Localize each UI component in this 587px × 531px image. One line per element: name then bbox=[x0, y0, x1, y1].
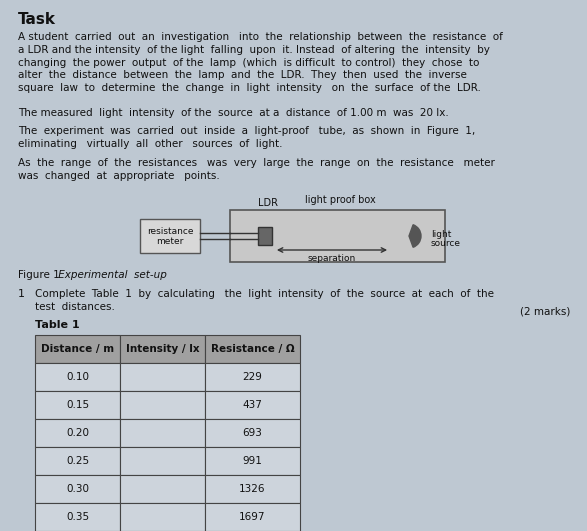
Text: 0.10: 0.10 bbox=[66, 372, 89, 382]
Bar bbox=[258, 227, 272, 245]
Bar bbox=[205, 475, 300, 503]
Text: Resistance / Ω: Resistance / Ω bbox=[211, 344, 294, 354]
Bar bbox=[120, 335, 205, 363]
Bar bbox=[205, 503, 300, 531]
Text: Figure 1: Figure 1 bbox=[18, 270, 60, 280]
Bar bbox=[205, 363, 300, 391]
Text: 1326: 1326 bbox=[239, 484, 266, 494]
Text: 0.15: 0.15 bbox=[66, 400, 89, 410]
Text: Complete  Table  1  by  calculating   the  light  intensity  of  the  source  at: Complete Table 1 by calculating the ligh… bbox=[35, 289, 494, 312]
Text: 0.20: 0.20 bbox=[66, 428, 89, 438]
Text: 991: 991 bbox=[242, 456, 262, 466]
Bar bbox=[205, 335, 300, 363]
Text: 1697: 1697 bbox=[239, 512, 266, 522]
Bar bbox=[35, 475, 120, 503]
Text: LDR: LDR bbox=[258, 198, 278, 208]
Text: The measured  light  intensity  of the  source  at a  distance  of 1.00 m  was  : The measured light intensity of the sour… bbox=[18, 108, 448, 118]
Bar bbox=[230, 210, 445, 262]
Bar bbox=[120, 475, 205, 503]
Text: 0.25: 0.25 bbox=[66, 456, 89, 466]
Text: As  the  range  of  the  resistances   was  very  large  the  range  on  the  re: As the range of the resistances was very… bbox=[18, 158, 495, 181]
Bar bbox=[35, 391, 120, 419]
Bar bbox=[120, 503, 205, 531]
Text: Intensity / lx: Intensity / lx bbox=[126, 344, 200, 354]
Text: source: source bbox=[431, 239, 461, 248]
Text: Experimental  set-up: Experimental set-up bbox=[55, 270, 167, 280]
Bar bbox=[205, 419, 300, 447]
Bar bbox=[205, 447, 300, 475]
Text: 437: 437 bbox=[242, 400, 262, 410]
Text: 693: 693 bbox=[242, 428, 262, 438]
Text: light proof box: light proof box bbox=[305, 195, 375, 205]
Bar bbox=[140, 219, 200, 253]
Text: 229: 229 bbox=[242, 372, 262, 382]
Text: A student  carried  out  an  investigation   into  the  relationship  between  t: A student carried out an investigation i… bbox=[18, 32, 503, 93]
Text: (2 marks): (2 marks) bbox=[519, 307, 570, 317]
Bar bbox=[35, 419, 120, 447]
Text: 0.30: 0.30 bbox=[66, 484, 89, 494]
Bar bbox=[35, 335, 120, 363]
Wedge shape bbox=[409, 225, 421, 247]
Bar bbox=[120, 447, 205, 475]
Text: 1: 1 bbox=[18, 289, 25, 299]
Bar bbox=[120, 419, 205, 447]
Bar bbox=[205, 391, 300, 419]
Text: separation: separation bbox=[308, 254, 356, 263]
Text: Task: Task bbox=[18, 12, 56, 27]
Bar bbox=[35, 503, 120, 531]
Text: 0.35: 0.35 bbox=[66, 512, 89, 522]
Text: Distance / m: Distance / m bbox=[41, 344, 114, 354]
Text: meter: meter bbox=[156, 237, 184, 246]
Text: resistance: resistance bbox=[147, 227, 193, 236]
Text: light: light bbox=[431, 230, 451, 239]
Text: Table 1: Table 1 bbox=[35, 320, 80, 330]
Bar bbox=[120, 391, 205, 419]
Bar bbox=[35, 447, 120, 475]
Text: The  experiment  was  carried  out  inside  a  light-proof   tube,  as  shown  i: The experiment was carried out inside a … bbox=[18, 126, 475, 149]
Bar bbox=[35, 363, 120, 391]
Bar bbox=[120, 363, 205, 391]
